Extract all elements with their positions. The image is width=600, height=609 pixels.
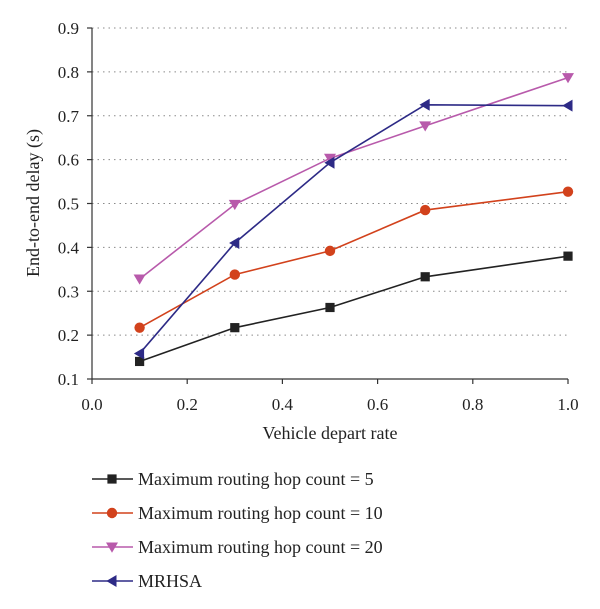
series-line <box>139 255 569 363</box>
data-point <box>324 153 336 165</box>
y-tick-label: 0.8 <box>58 63 79 82</box>
series-line <box>139 76 569 280</box>
legend-marker <box>106 507 118 519</box>
y-tick-label: 0.6 <box>58 151 79 170</box>
x-tick-label: 1.0 <box>557 395 578 414</box>
data-point <box>133 347 145 360</box>
y-tick-label: 0.5 <box>58 195 79 214</box>
data-point <box>562 73 574 84</box>
y-tick-label: 0.3 <box>58 282 79 301</box>
x-axis-label: Vehicle depart rate <box>263 423 398 443</box>
x-tick-label: 0.0 <box>81 395 102 414</box>
data-point <box>419 121 432 132</box>
legend-label: Maximum routing hop count = 5 <box>138 469 374 489</box>
series-4 <box>133 98 573 360</box>
legend-item: MRHSA <box>92 571 202 591</box>
legend-item: Maximum routing hop count = 10 <box>92 503 383 523</box>
data-point <box>563 251 573 261</box>
y-tick-labels: 0.1 0.2 0.3 0.4 0.5 0.6 0.7 0.8 0.9 <box>58 19 80 389</box>
data-point <box>324 245 336 257</box>
y-axis-label: End-to-end delay (s) <box>23 129 44 277</box>
series-layer <box>133 73 574 367</box>
data-point <box>325 302 335 313</box>
data-point <box>420 272 430 282</box>
data-point <box>562 99 573 112</box>
y-tick-label: 0.7 <box>58 107 80 126</box>
legend-marker <box>106 575 117 587</box>
series-3 <box>133 73 574 285</box>
grid <box>92 27 568 336</box>
legend-marker <box>106 542 118 553</box>
legend-label: MRHSA <box>138 571 202 591</box>
legend-label: Maximum routing hop count = 10 <box>138 503 383 523</box>
data-point <box>228 199 241 211</box>
legend-marker <box>107 474 117 484</box>
legend-item: Maximum routing hop count = 5 <box>92 469 374 489</box>
x-tick-label: 0.8 <box>462 395 483 414</box>
x-tick-label: 0.2 <box>177 395 198 414</box>
legend: Maximum routing hop count = 5 Maximum rou… <box>92 469 383 591</box>
y-tick-label: 0.9 <box>58 19 79 38</box>
x-tick-labels: 0.0 0.2 0.4 0.6 0.8 1.0 <box>81 395 578 414</box>
x-tick-label: 0.4 <box>272 395 294 414</box>
series-2 <box>134 186 574 333</box>
series-line <box>139 190 569 329</box>
data-point <box>134 322 145 333</box>
legend-item: Maximum routing hop count = 20 <box>92 537 383 557</box>
y-tick-label: 0.4 <box>58 238 80 257</box>
x-tick-label: 0.6 <box>367 395 388 414</box>
axes <box>87 27 569 384</box>
legend-label: Maximum routing hop count = 20 <box>138 537 383 557</box>
y-tick-label: 0.2 <box>58 326 79 345</box>
data-point <box>562 186 574 197</box>
data-point <box>420 204 431 216</box>
data-point <box>230 323 240 333</box>
series-1 <box>135 251 573 367</box>
data-point <box>419 98 430 111</box>
data-point <box>229 269 240 280</box>
data-point <box>135 356 145 367</box>
data-point <box>229 236 240 249</box>
data-point <box>324 156 335 169</box>
y-tick-label: 0.1 <box>58 370 79 389</box>
data-point <box>133 274 146 285</box>
